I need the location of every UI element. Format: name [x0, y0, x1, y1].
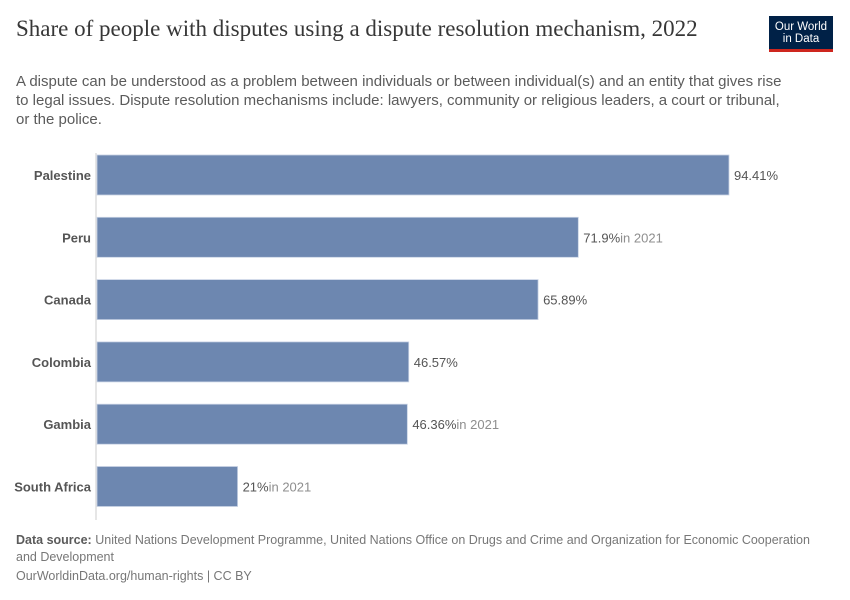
data-source: Data source: United Nations Development …: [16, 532, 816, 566]
data-source-text: United Nations Development Programme, Un…: [16, 533, 810, 564]
bar[interactable]: [96, 216, 579, 258]
logo-line-2: in Data: [782, 32, 820, 45]
category-label: Gambia: [43, 417, 91, 432]
category-label: South Africa: [14, 480, 92, 495]
bar-chart: Palestine 94.41% Peru 71.9%in 2021 Canada 65.…: [14, 153, 779, 520]
bar[interactable]: [96, 403, 408, 445]
source-url[interactable]: OurWorldinData.org/human-rights | CC BY: [16, 569, 252, 583]
value-label: 94.41%: [734, 168, 779, 183]
value-label: 71.9%in 2021: [583, 230, 663, 245]
category-label: Peru: [62, 230, 91, 245]
bar[interactable]: [96, 466, 238, 507]
year-note: in 2021: [456, 417, 499, 432]
category-label: Palestine: [34, 168, 91, 183]
category-label: Canada: [44, 293, 92, 308]
bar[interactable]: [96, 154, 730, 196]
chart-title: Share of people with disputes using a di…: [16, 16, 698, 41]
bar[interactable]: [96, 341, 410, 383]
year-note: in 2021: [269, 480, 312, 495]
logo-line-1: Our World: [774, 20, 828, 33]
bar[interactable]: [96, 279, 539, 321]
value-label: 46.36%in 2021: [412, 417, 499, 432]
owid-logo[interactable]: Our World in Data: [769, 16, 833, 52]
chart-subtitle: A dispute can be understood as a problem…: [16, 73, 782, 128]
year-note: in 2021: [620, 230, 663, 245]
value-label: 21%in 2021: [243, 480, 312, 495]
value-label: 46.57%: [414, 355, 459, 370]
data-source-label: Data source:: [16, 533, 92, 547]
value-label: 65.89%: [543, 293, 588, 308]
category-label: Colombia: [32, 355, 92, 370]
